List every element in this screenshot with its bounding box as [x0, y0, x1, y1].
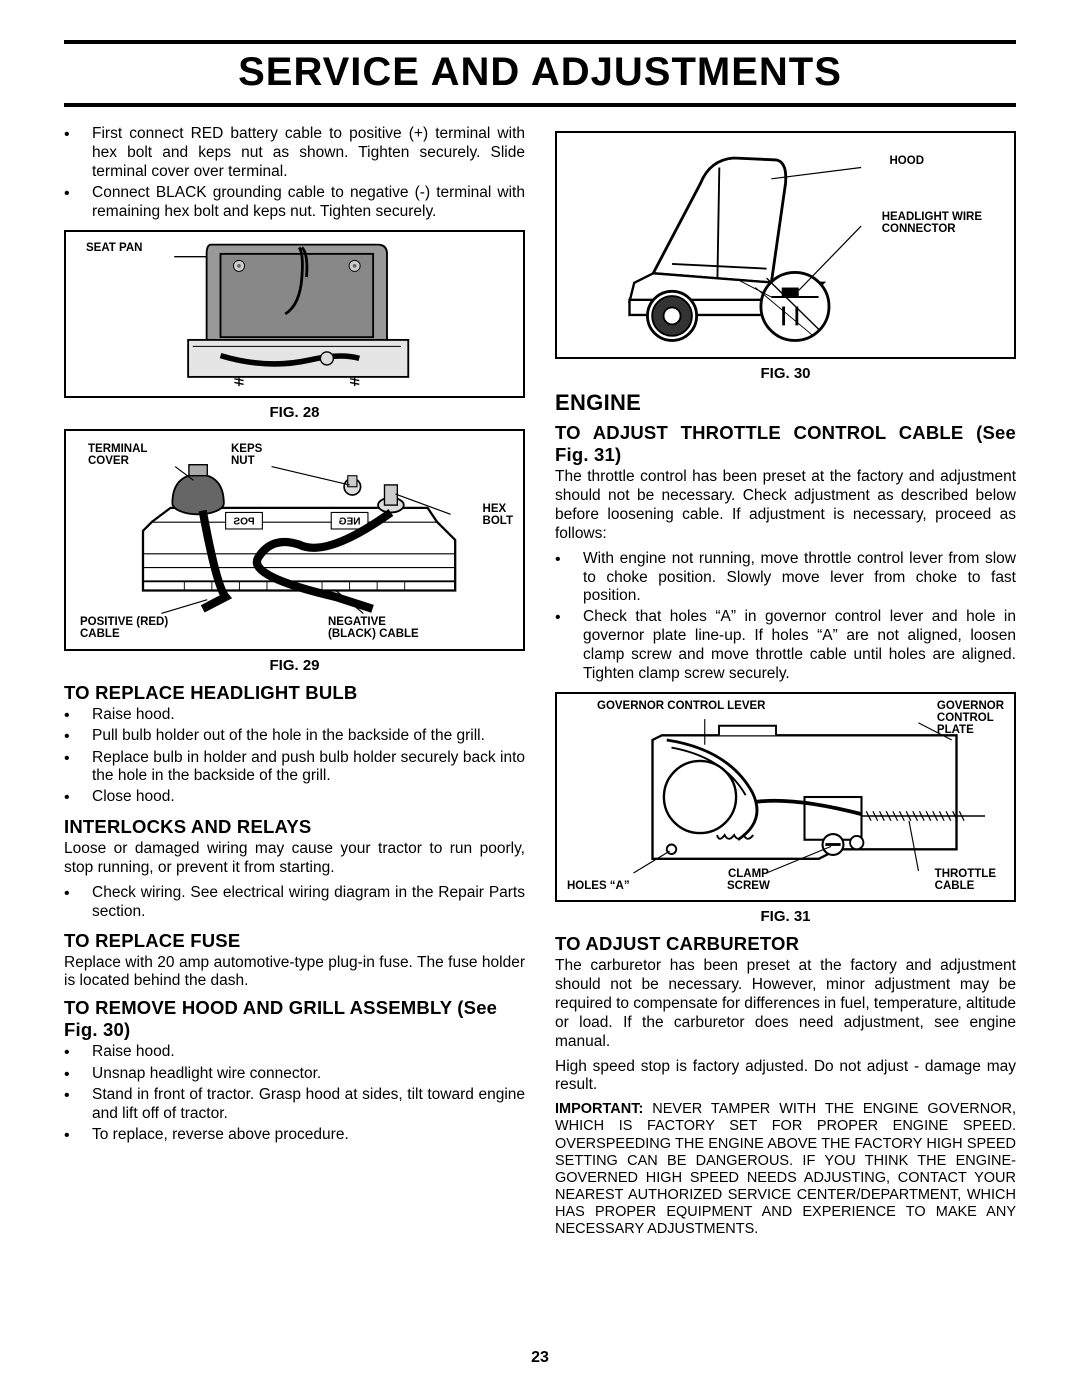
bottom-rule-thick	[64, 103, 1016, 107]
list-item: Stand in front of tractor. Grasp hood at…	[92, 1086, 525, 1124]
figure-30: HOOD HEADLIGHT WIRE CONNECTOR	[555, 131, 1016, 359]
list-item: Check that holes “A” in governor control…	[583, 608, 1016, 684]
interlocks-para: Loose or damaged wiring may cause your t…	[64, 840, 525, 878]
left-column: First connect RED battery cable to posit…	[64, 125, 525, 1244]
list-item: Replace bulb in holder and push bulb hol…	[92, 749, 525, 787]
throttle-para: The throttle control has been preset at …	[555, 468, 1016, 544]
headlight-steps: Raise hood. Pull bulb holder out of the …	[64, 706, 525, 808]
interlocks-steps: Check wiring. See electrical wiring diag…	[64, 884, 525, 922]
label-gov-lever: GOVERNOR CONTROL LEVER	[597, 700, 765, 712]
fig28-caption: FIG. 28	[64, 404, 525, 421]
hood-steps: Raise hood. Unsnap headlight wire connec…	[64, 1043, 525, 1145]
list-item: With engine not running, move throttle c…	[583, 550, 1016, 607]
battery-cable-steps: First connect RED battery cable to posit…	[64, 125, 525, 222]
label-terminal-cover: TERMINAL COVER	[88, 443, 147, 467]
carb-para2: High speed stop is factory adjusted. Do …	[555, 1058, 1016, 1096]
seat-pan-diagram	[74, 240, 515, 388]
list-item: Connect BLACK grounding cable to negativ…	[92, 184, 525, 222]
list-item: First connect RED battery cable to posit…	[92, 125, 525, 182]
important-label: IMPORTANT:	[555, 1101, 643, 1117]
fig31-caption: FIG. 31	[555, 908, 1016, 925]
throttle-steps: With engine not running, move throttle c…	[555, 550, 1016, 684]
fig30-caption: FIG. 30	[555, 365, 1016, 382]
fig29-caption: FIG. 29	[64, 657, 525, 674]
carb-para1: The carburetor has been preset at the fa…	[555, 957, 1016, 1052]
svg-text:NEG: NEG	[339, 516, 361, 527]
label-seat-pan: SEAT PAN	[86, 242, 142, 254]
list-item: Check wiring. See electrical wiring diag…	[92, 884, 525, 922]
list-item: Raise hood.	[92, 1043, 175, 1063]
label-pos-cable: POSITIVE (RED) CABLE	[80, 616, 168, 640]
important-para: IMPORTANT: NEVER TAMPER WITH THE ENGINE …	[555, 1101, 1016, 1238]
figure-31: GOVERNOR CONTROL LEVER GOVERNOR CONTROL …	[555, 692, 1016, 902]
hood-diagram	[565, 141, 1006, 349]
throttle-heading: TO ADJUST THROTTLE CONTROL CABLE (See Fi…	[555, 422, 1016, 466]
two-column-layout: First connect RED battery cable to posit…	[64, 125, 1016, 1244]
list-item: Raise hood.	[92, 706, 175, 726]
list-item: Close hood.	[92, 788, 175, 808]
label-gov-plate: GOVERNOR CONTROL PLATE	[937, 700, 1004, 736]
hood-heading: TO REMOVE HOOD AND GRILL ASSEMBLY (See F…	[64, 997, 525, 1041]
engine-heading: ENGINE	[555, 390, 1016, 416]
label-neg-cable: NEGATIVE (BLACK) CABLE	[328, 616, 419, 640]
fuse-heading: TO REPLACE FUSE	[64, 930, 525, 952]
figure-28: SEAT PAN	[64, 230, 525, 398]
label-holes-a: HOLES “A”	[567, 880, 630, 892]
top-rule-thick	[64, 40, 1016, 44]
page-number: 23	[0, 1349, 1080, 1367]
label-keps-nut: KEPS NUT	[231, 443, 262, 467]
headlight-heading: TO REPLACE HEADLIGHT BULB	[64, 682, 525, 704]
interlocks-heading: INTERLOCKS AND RELAYS	[64, 816, 525, 838]
label-hood: HOOD	[890, 155, 925, 167]
carb-heading: TO ADJUST CARBURETOR	[555, 933, 1016, 955]
right-column: HOOD HEADLIGHT WIRE CONNECTOR	[555, 125, 1016, 1244]
list-item: Unsnap headlight wire connector.	[92, 1065, 321, 1085]
label-hex-bolt: HEX BOLT	[483, 503, 513, 527]
important-text: NEVER TAMPER WITH THE ENGINE GOVERNOR, W…	[555, 1101, 1016, 1237]
figure-29: TERMINAL COVER KEPS NUT HEX BOLT POSITIV…	[64, 429, 525, 651]
page-title: SERVICE AND ADJUSTMENTS	[64, 50, 1016, 95]
label-throttle-cable: THROTTLE CABLE	[935, 868, 996, 892]
svg-text:POS: POS	[233, 516, 255, 527]
list-item: To replace, reverse above procedure.	[92, 1126, 349, 1146]
battery-diagram: POS NEG	[74, 439, 515, 641]
label-headlight-wire: HEADLIGHT WIRE CONNECTOR	[882, 211, 982, 235]
list-item: Pull bulb holder out of the hole in the …	[92, 727, 485, 747]
fuse-para: Replace with 20 amp automotive-type plug…	[64, 954, 525, 992]
label-clamp-screw: CLAMP SCREW	[727, 868, 770, 892]
